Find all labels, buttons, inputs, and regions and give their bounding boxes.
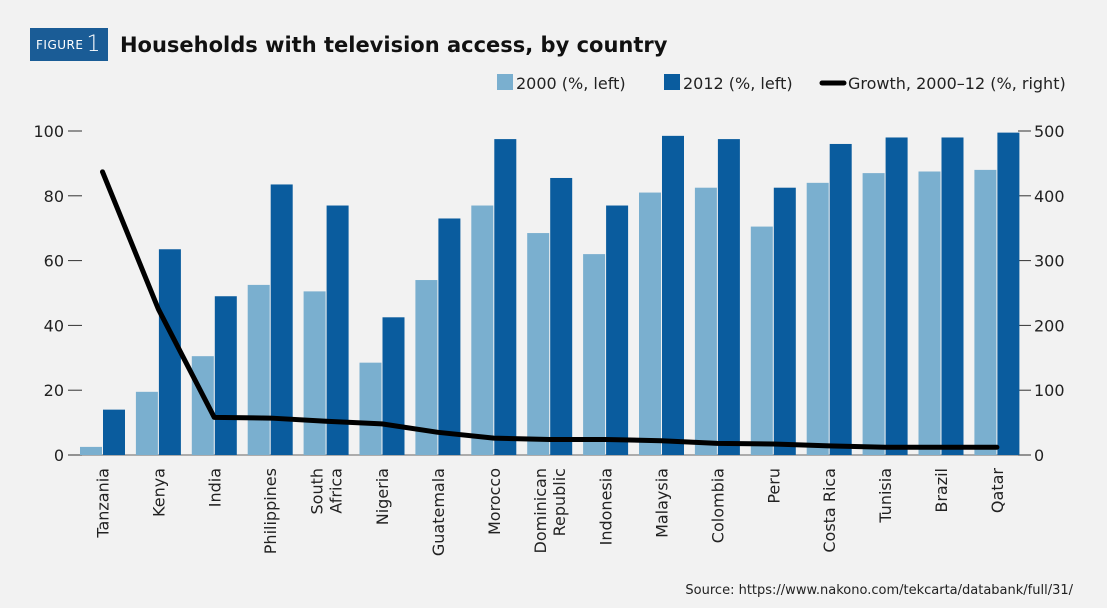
category-label: Africa <box>327 468 346 514</box>
chart-header: FIGURE 1 Households with television acce… <box>30 28 667 61</box>
category-label: Guatemala <box>429 468 448 556</box>
bar-2000 <box>974 169 997 455</box>
source-note: Source: https://www.nakono.com/tekcarta/… <box>685 583 1073 598</box>
category-label: Indonesia <box>597 468 616 545</box>
category-label: South <box>308 468 327 515</box>
category-label: Morocco <box>485 468 504 535</box>
legend-label-2000: 2000 (%, left) <box>516 74 626 93</box>
bar-2012 <box>103 409 125 455</box>
bar-2000 <box>750 226 773 455</box>
bar-2012 <box>270 184 293 455</box>
category-label: Costa Rica <box>820 468 839 553</box>
bar-2000 <box>583 254 606 455</box>
bar-2000 <box>135 391 158 455</box>
bar-2000 <box>862 173 885 455</box>
category-label: Philippines <box>261 468 280 554</box>
bar-2000 <box>415 280 438 455</box>
right-tick-label: 100 <box>1034 381 1065 400</box>
right-tick-label: 0 <box>1034 446 1044 465</box>
right-tick-label: 300 <box>1034 252 1065 271</box>
right-tick-label: 200 <box>1034 316 1065 335</box>
left-tick-label: 40 <box>44 316 64 335</box>
left-tick-label: 100 <box>33 122 64 141</box>
category-label: Malaysia <box>653 468 672 538</box>
bar-2000 <box>471 205 494 455</box>
bar-2012 <box>326 205 349 455</box>
category-label: Kenya <box>149 468 168 517</box>
right-tick-label: 500 <box>1034 122 1065 141</box>
chart-title: Households with television access, by co… <box>119 32 668 57</box>
legend-label-growth: Growth, 2000–12 (%, right) <box>848 74 1066 93</box>
bar-2000 <box>918 171 941 455</box>
category-label: Brazil <box>932 468 951 513</box>
bar-2000 <box>247 284 270 455</box>
bar-2012 <box>214 296 237 455</box>
category-label: Colombia <box>708 468 727 543</box>
bar-2012 <box>494 139 517 455</box>
bar-2012 <box>717 139 740 455</box>
bar-2000 <box>694 187 717 455</box>
legend-swatch-2012 <box>664 74 680 90</box>
bar-2012 <box>606 205 629 455</box>
figure-label: FIGURE <box>36 37 84 52</box>
bar-2012 <box>158 249 181 455</box>
bar-2012 <box>997 132 1020 455</box>
bar-2012 <box>773 187 796 455</box>
bar-2000 <box>527 233 550 455</box>
bar-2000 <box>359 362 382 455</box>
left-tick-label: 80 <box>44 187 64 206</box>
legend-swatch-2000 <box>497 74 513 90</box>
left-tick-label: 0 <box>54 446 64 465</box>
bar-2012 <box>941 137 964 456</box>
bar-2000 <box>303 291 326 455</box>
bar-2012 <box>550 177 573 456</box>
bar-2012 <box>438 218 461 455</box>
category-label: Peru <box>764 468 783 504</box>
bar-2000 <box>639 192 661 455</box>
right-tick-label: 400 <box>1034 187 1065 206</box>
category-label: Republic <box>550 468 569 536</box>
left-tick-label: 60 <box>44 252 64 271</box>
bar-2012 <box>662 135 684 456</box>
figure-number: 1 <box>86 32 101 57</box>
legend-label-2012: 2012 (%, left) <box>683 74 793 93</box>
left-tick-label: 20 <box>44 381 64 400</box>
figure-tag: FIGURE 1 <box>30 28 108 61</box>
bar-2000 <box>80 446 102 455</box>
bar-2000 <box>806 182 829 455</box>
category-label: Qatar <box>988 468 1007 513</box>
bar-2012 <box>885 137 908 456</box>
category-label: India <box>205 468 224 507</box>
category-label: Tunisia <box>876 468 895 524</box>
category-label: Tanzania <box>94 468 113 539</box>
category-label: Nigeria <box>373 468 392 525</box>
growth-line <box>100 169 1000 450</box>
bar-2012 <box>829 143 852 455</box>
bar-2012 <box>382 317 405 455</box>
category-label: Dominican <box>531 468 550 553</box>
